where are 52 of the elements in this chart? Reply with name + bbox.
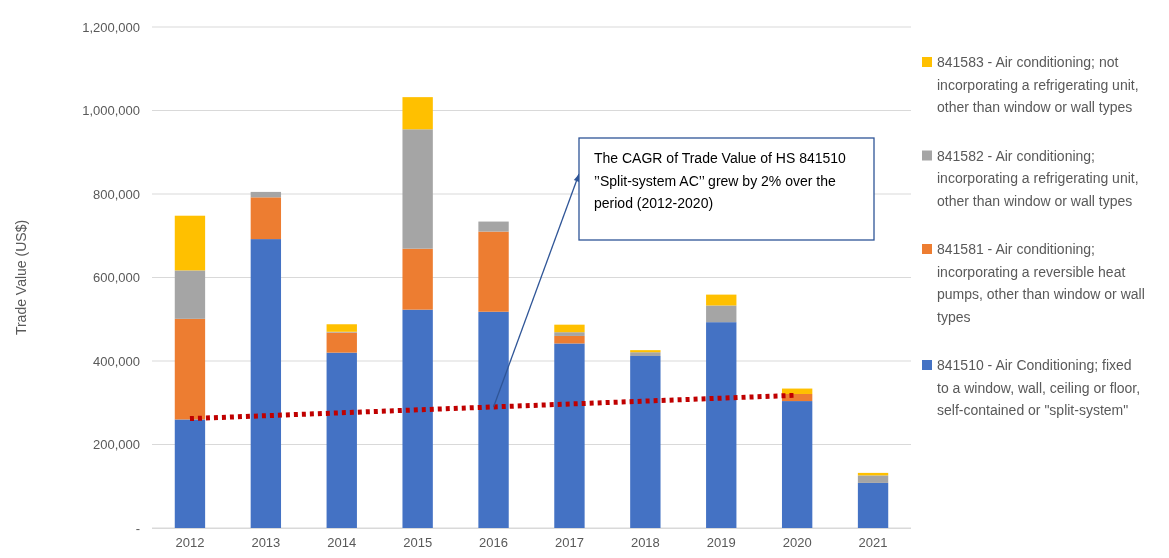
bar xyxy=(554,324,585,333)
y-axis-title: Trade Value (US$) xyxy=(13,219,29,336)
bar xyxy=(402,129,433,249)
bar xyxy=(857,475,889,483)
bar xyxy=(554,335,585,344)
x-tick-label: 2017 xyxy=(554,535,584,551)
bar xyxy=(706,305,737,323)
bar xyxy=(706,322,737,528)
bar xyxy=(781,401,813,528)
x-tick-label: 2013 xyxy=(251,535,281,551)
x-tick-label: 2012 xyxy=(175,535,205,551)
y-tick-label: - xyxy=(135,520,140,536)
legend-label: 841510 - Air Conditioning; fixed to a window, wall, ceiling or floor, self-contained or "split-system" xyxy=(937,357,1141,418)
bar xyxy=(402,97,433,130)
bar xyxy=(326,352,357,528)
legend-label: 841581 - Air conditioning; incorporating a reversible heat pumps, other than window or wall types xyxy=(937,241,1145,325)
callout: The CAGR of Trade Value of HS 841510 ’’Split-system AC’’ grew by 2% over the period (2012-2020) xyxy=(492,137,875,408)
x-tick-label: 2014 xyxy=(327,535,357,551)
bar xyxy=(250,191,282,198)
bar xyxy=(250,197,282,240)
bar xyxy=(174,215,206,271)
x-tick-label: 2020 xyxy=(782,535,812,551)
bar xyxy=(630,355,661,528)
legend-label: 841583 - Air conditioning; not incorporating a refrigerating unit, other than window or wall types xyxy=(937,54,1139,115)
y-tick-label: 1,000,000 xyxy=(82,103,140,119)
x-tick-label: 2015 xyxy=(403,535,433,551)
bar xyxy=(402,248,433,310)
y-tick-label: 600,000 xyxy=(93,270,140,286)
bar xyxy=(554,332,585,336)
bar xyxy=(478,221,509,232)
x-tick-label: 2016 xyxy=(479,535,509,551)
x-tick-label: 2021 xyxy=(858,535,888,551)
bar xyxy=(174,270,206,319)
bar xyxy=(706,294,737,306)
y-tick-label: 200,000 xyxy=(93,437,140,453)
legend-label: 841582 - Air conditioning; incorporating a refrigerating unit, other than window or wall types xyxy=(937,147,1139,209)
x-tick-label: 2018 xyxy=(630,535,660,551)
bar xyxy=(174,318,206,420)
y-tick-label: 400,000 xyxy=(93,353,140,369)
bar xyxy=(554,343,585,528)
y-tick-label: 800,000 xyxy=(93,186,140,202)
bar xyxy=(478,311,509,528)
bar xyxy=(402,309,433,528)
bar xyxy=(326,324,357,332)
bar xyxy=(478,231,509,312)
bar xyxy=(857,482,889,528)
bar xyxy=(250,239,282,528)
y-tick-label: 1,200,000 xyxy=(82,19,140,35)
bar xyxy=(174,419,206,528)
x-tick-label: 2019 xyxy=(706,535,736,551)
annotation: The CAGR of Trade Value of HS 841510 ’’Split-system AC’’ grew by 2% over the period (2012-2020) xyxy=(594,150,847,211)
bar xyxy=(326,332,357,353)
